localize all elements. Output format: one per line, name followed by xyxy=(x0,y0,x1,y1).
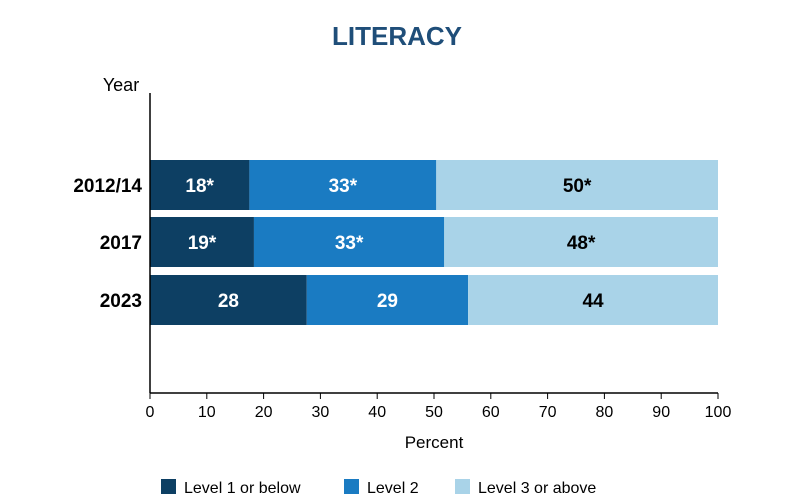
legend-swatch xyxy=(161,479,176,494)
legend-swatch xyxy=(344,479,359,494)
data-label: 29 xyxy=(377,291,398,312)
bar-segment xyxy=(468,275,718,325)
data-label: 19* xyxy=(188,233,217,254)
bar-segment xyxy=(150,160,250,210)
bar-layer: 2012/14 18* 33* 50* 2017 19* 33* 48* 2023 28 29 44 xyxy=(73,160,718,325)
legend-label: Level 1 or below xyxy=(184,480,301,497)
legend-swatch xyxy=(455,479,470,494)
axes: 0 10 20 30 40 50 60 70 80 90 100 xyxy=(146,93,732,421)
bar-segment xyxy=(150,217,254,267)
x-tick-label: 70 xyxy=(539,404,557,421)
bar-segment xyxy=(253,217,445,267)
category-label: 2012/14 xyxy=(73,176,142,197)
bar-segment xyxy=(444,217,718,267)
legend-label: Level 3 or above xyxy=(478,480,596,497)
data-label: 33* xyxy=(335,233,364,254)
data-label: 28 xyxy=(218,291,239,312)
data-label: 33* xyxy=(329,176,358,197)
category-label: 2017 xyxy=(100,233,142,254)
data-label: 18* xyxy=(185,176,214,197)
x-tick-label: 0 xyxy=(146,404,155,421)
data-label: 48* xyxy=(567,233,596,254)
x-tick-label: 60 xyxy=(482,404,500,421)
x-tick-label: 90 xyxy=(652,404,670,421)
x-tick-label: 80 xyxy=(596,404,614,421)
bar-segment xyxy=(436,160,718,210)
x-tick-label: 50 xyxy=(425,404,443,421)
bar-segment xyxy=(150,275,307,325)
x-tick-label: 40 xyxy=(368,404,386,421)
data-label: 44 xyxy=(582,291,604,312)
x-tick-label: 20 xyxy=(255,404,273,421)
legend: Level 1 or below Level 2 Level 3 or above xyxy=(161,479,596,497)
x-tick-label: 30 xyxy=(312,404,330,421)
bar-segment xyxy=(306,275,469,325)
y-axis-label: Year xyxy=(103,75,139,95)
category-label: 2023 xyxy=(100,291,142,312)
bar-segment xyxy=(249,160,437,210)
x-tick-label: 100 xyxy=(705,404,732,421)
x-tick-label: 10 xyxy=(198,404,216,421)
chart-title: LITERACY xyxy=(332,21,462,51)
legend-label: Level 2 xyxy=(367,480,419,497)
x-axis-label: Percent xyxy=(405,433,464,452)
data-label: 50* xyxy=(563,176,592,197)
